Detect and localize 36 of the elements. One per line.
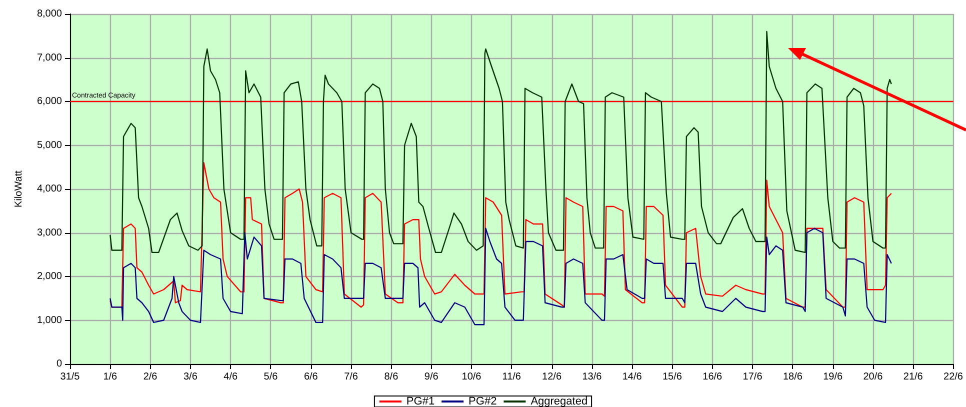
x-tick-label: 6/6: [304, 372, 318, 382]
y-tick-label: 2,000: [36, 271, 62, 282]
x-tick-label: 21/6: [903, 372, 924, 382]
x-tick-label: 11/6: [502, 372, 522, 382]
y-axis-title: KiloWatt: [14, 170, 24, 208]
y-tick-label: 0: [56, 358, 62, 370]
x-tick-label: 12/6: [542, 372, 562, 382]
y-tick-label: 4,000: [36, 184, 62, 194]
x-tick-label: 17/6: [742, 372, 763, 382]
x-tick-label: 9/6: [424, 372, 439, 382]
x-tick-label: 15/6: [662, 372, 682, 382]
x-tick-label: 22/6: [944, 372, 964, 382]
x-tick-label: 1/6: [103, 372, 118, 382]
y-tick-label: 6,000: [36, 96, 62, 107]
x-tick-label: 16/6: [702, 372, 723, 382]
legend-label: PG#1: [406, 396, 435, 407]
x-tick-label: 2/6: [143, 372, 158, 382]
x-tick-label: 8/6: [384, 372, 399, 382]
x-tick-label: 3/6: [183, 372, 198, 382]
x-tick-label: 5/6: [264, 372, 278, 382]
x-tick-label: 31/5: [60, 372, 80, 382]
x-tick-label: 14/6: [622, 372, 642, 382]
x-tick-label: 19/6: [823, 372, 843, 382]
legend-label: Aggregated: [530, 396, 588, 407]
x-tick-label: 10/6: [462, 372, 482, 382]
y-tick-label: 5,000: [36, 140, 62, 151]
y-tick-label: 8,000: [36, 8, 62, 20]
y-tick-label: 7,000: [36, 52, 62, 64]
x-tick-label: 13/6: [582, 372, 602, 382]
legend-label: PG#2: [468, 396, 497, 407]
x-tick-label: 7/6: [344, 372, 358, 382]
y-tick-label: 1,000: [36, 314, 62, 326]
x-tick-label: 20/6: [863, 372, 884, 382]
y-tick-label: 3,000: [36, 227, 62, 238]
x-tick-label: 18/6: [782, 372, 803, 382]
x-tick-label: 4/6: [224, 372, 238, 382]
